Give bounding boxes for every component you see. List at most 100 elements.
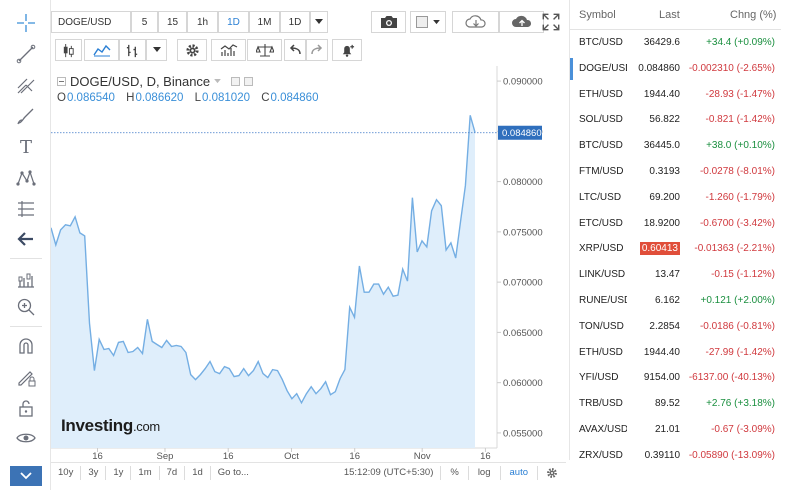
clock: 15:12:09 (UTC+5:30) [343, 467, 434, 478]
row-change: -0.0186 (-0.81%) [699, 320, 775, 332]
watchlist-row[interactable]: BTC/USD 36445.0 +38.0 (+0.10%) [570, 133, 782, 159]
symbol-search-input[interactable]: DOGE/USD [51, 11, 131, 33]
watchlist-row[interactable]: LINK/USD 13.47 -0.15 (-1.12%) [570, 262, 782, 288]
range-1y-button[interactable]: 1y [113, 467, 124, 478]
change-column-header[interactable]: Chng (%) [730, 9, 777, 21]
auto-toggle[interactable]: auto [509, 467, 529, 478]
snapshot-button[interactable] [371, 11, 406, 33]
chart-type-candles-button[interactable] [55, 39, 82, 61]
watchlist-row[interactable]: XRP/USD 0.60413 -0.01363 (-2.21%) [570, 236, 782, 262]
logo-suffix: .com [132, 419, 160, 434]
close-label: C [261, 92, 270, 104]
magnet-icon[interactable] [8, 333, 44, 359]
row-last-price: 1944.40 [643, 346, 680, 358]
back-arrow-icon[interactable] [8, 226, 44, 252]
watchlist-row[interactable]: DOGE/USD 0.084860 -0.002310 (-2.65%) [570, 56, 782, 82]
watchlist-row[interactable]: LTC/USD 69.200 -1.260 (-1.79%) [570, 185, 782, 211]
interval-select[interactable]: 1D [280, 11, 310, 33]
watchlist-row[interactable]: SOL/USD 56.822 -0.821 (-1.42%) [570, 107, 782, 133]
watchlist-row[interactable]: TON/USD 2.2854 -0.0186 (-0.81%) [570, 314, 782, 340]
pattern-icon[interactable] [8, 165, 44, 191]
watchlist-row[interactable]: ETH/USD 1944.40 -27.99 (-1.42%) [570, 340, 782, 366]
range-1m-button[interactable]: 1m [138, 467, 152, 478]
interval-15-button[interactable]: 15 [158, 11, 187, 33]
row-symbol: RUNE/USD [579, 295, 627, 306]
legend-close-icon[interactable] [244, 77, 254, 86]
price-axis-label: 0.065000 [503, 328, 543, 339]
range-1d-button[interactable]: 1d [192, 467, 203, 478]
row-last-price: 21.01 [654, 424, 680, 435]
watchlist-row[interactable]: YFI/USD 9154.00 -6137.00 (-40.13%) [570, 365, 782, 391]
alert-button[interactable] [332, 39, 362, 61]
chart-color-picker[interactable] [410, 11, 446, 33]
watchlist-row[interactable]: RUNE/USD 6.162 +0.121 (+2.00%) [570, 288, 782, 314]
redo-button[interactable] [306, 39, 328, 61]
color-swatch-icon [416, 16, 428, 28]
legend-settings-icon[interactable] [231, 77, 241, 86]
interval-1d-button[interactable]: 1D [218, 11, 249, 33]
cloud-load-button[interactable] [499, 11, 544, 33]
lock-icon[interactable] [8, 395, 44, 421]
row-change: -28.93 (-1.47%) [705, 88, 775, 100]
watchlist-row[interactable]: AVAX/USD 21.01 -0.67 (-3.09%) [570, 417, 782, 443]
chart-type-dropdown[interactable] [146, 39, 167, 61]
symbol-column-header[interactable]: Symbol [579, 9, 616, 21]
zoom-in-icon[interactable] [8, 294, 44, 320]
caret-down-icon[interactable] [214, 79, 221, 84]
compare-button[interactable] [247, 39, 282, 61]
chart-settings-button[interactable] [538, 465, 566, 481]
eye-icon[interactable] [8, 425, 44, 451]
interval-dropdown-button[interactable] [310, 11, 328, 33]
range-10y-button[interactable]: 10y [58, 467, 74, 478]
pitchfork-icon[interactable] [8, 72, 44, 98]
watchlist-row[interactable]: BTC/USD 36429.6 +34.4 (+0.09%) [570, 30, 782, 56]
open-value: 0.086540 [66, 92, 115, 104]
collapse-legend-icon[interactable] [57, 77, 66, 86]
chart-type-area-button[interactable] [84, 39, 119, 61]
fullscreen-button[interactable] [540, 10, 562, 34]
brush-icon[interactable] [8, 103, 44, 129]
row-change: -0.821 (-1.42%) [705, 114, 775, 126]
range-3y-button[interactable]: 3y [88, 467, 99, 478]
interval-label: 15 [166, 16, 179, 28]
row-change: -27.99 (-1.42%) [705, 346, 775, 358]
measure-icon[interactable] [8, 266, 44, 292]
price-axis-label: 0.075000 [503, 227, 543, 238]
close-value: 0.084860 [270, 92, 319, 104]
chart-type-bars-button[interactable] [119, 39, 146, 61]
watchlist-row[interactable]: ETC/USD 18.9200 -0.6700 (-3.42%) [570, 211, 782, 237]
row-symbol: TRB/USD [579, 398, 623, 410]
row-symbol: BTC/USD [579, 140, 623, 152]
row-last-price: 13.47 [654, 269, 680, 281]
watchlist-row[interactable]: ETH/USD 1944.40 -28.93 (-1.47%) [570, 82, 782, 108]
lock-pencil-icon[interactable] [8, 364, 44, 390]
indicators-button[interactable] [211, 39, 246, 61]
interval-5-button[interactable]: 5 [131, 11, 158, 33]
low-value: 0.081020 [202, 92, 250, 104]
percent-toggle[interactable]: % [450, 467, 459, 478]
log-toggle[interactable]: log [477, 467, 491, 478]
interval-1h-button[interactable]: 1h [187, 11, 218, 33]
settings-button[interactable] [177, 39, 207, 61]
last-column-header[interactable]: Last [659, 9, 680, 21]
cloud-save-button[interactable] [452, 11, 499, 33]
goto-button[interactable]: Go to... [217, 467, 249, 478]
range-7d-button[interactable]: 7d [166, 467, 178, 478]
undo-button[interactable] [284, 39, 306, 61]
watchlist-row[interactable]: FTM/USD 0.3193 -0.0278 (-8.01%) [570, 159, 782, 185]
time-axis-label: 16 [349, 451, 360, 462]
interval-1m-button[interactable]: 1M [249, 11, 280, 33]
collapse-toolbar-button[interactable] [10, 466, 42, 486]
fib-retracement-icon[interactable] [8, 196, 44, 222]
price-chart[interactable]: 0.0900000.0850000.0800000.0750000.070000… [51, 66, 566, 462]
watchlist-row[interactable]: TRB/USD 89.52 +2.76 (+3.18%) [570, 391, 782, 417]
text-tool-icon[interactable]: T [19, 136, 32, 158]
candles-icon [63, 43, 74, 57]
price-axis-label: 0.080000 [503, 177, 543, 188]
cloud-upload-icon [511, 15, 531, 27]
chart-pane[interactable]: 0.0900000.0850000.0800000.0750000.070000… [51, 66, 566, 462]
trend-line-icon[interactable] [8, 41, 44, 67]
crosshair-icon[interactable] [8, 10, 44, 36]
row-symbol: YFI/USD [579, 372, 619, 384]
watchlist-row[interactable]: ZRX/USD 0.39110 -0.05890 (-13.09%) [570, 443, 782, 469]
